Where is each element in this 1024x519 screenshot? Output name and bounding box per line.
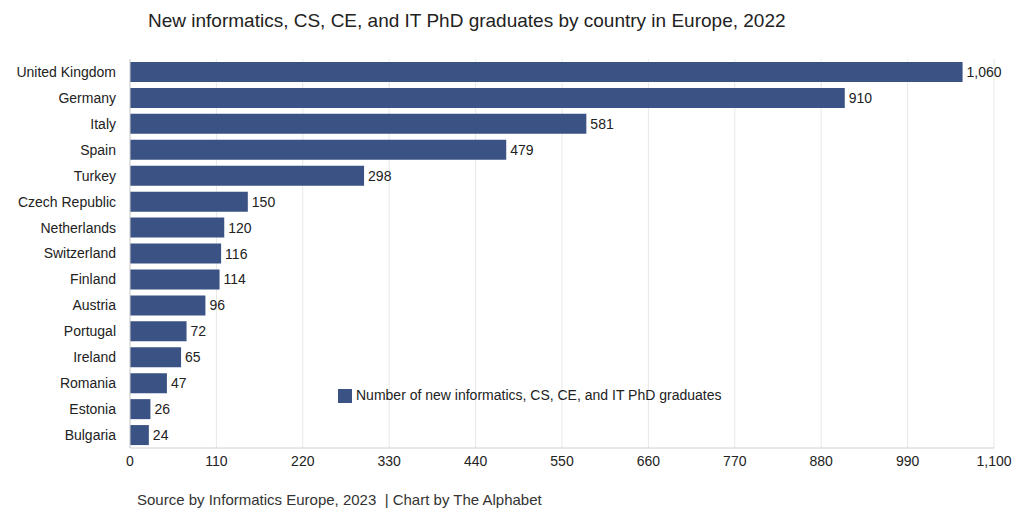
svg-text:65: 65 bbox=[185, 349, 201, 365]
svg-text:Czech Republic: Czech Republic bbox=[18, 194, 116, 210]
svg-text:479: 479 bbox=[510, 142, 534, 158]
svg-text:24: 24 bbox=[153, 427, 169, 443]
svg-text:72: 72 bbox=[191, 323, 207, 339]
svg-text:Turkey: Turkey bbox=[74, 168, 116, 184]
svg-text:Estonia: Estonia bbox=[69, 401, 116, 417]
svg-text:Ireland: Ireland bbox=[73, 349, 116, 365]
svg-text:120: 120 bbox=[228, 220, 252, 236]
svg-text:Switzerland: Switzerland bbox=[44, 245, 116, 261]
svg-text:298: 298 bbox=[368, 168, 392, 184]
svg-text:Italy: Italy bbox=[90, 116, 116, 132]
svg-text:330: 330 bbox=[378, 453, 402, 469]
svg-text:United Kingdom: United Kingdom bbox=[16, 64, 116, 80]
svg-text:880: 880 bbox=[810, 453, 834, 469]
svg-text:Austria: Austria bbox=[72, 297, 116, 313]
svg-text:440: 440 bbox=[464, 453, 488, 469]
svg-text:Finland: Finland bbox=[70, 271, 116, 287]
svg-text:96: 96 bbox=[209, 297, 225, 313]
svg-text:110: 110 bbox=[205, 453, 228, 469]
svg-text:550: 550 bbox=[550, 453, 574, 469]
svg-text:1,100: 1,100 bbox=[976, 453, 1011, 469]
svg-text:Netherlands: Netherlands bbox=[41, 220, 117, 236]
svg-text:1,060: 1,060 bbox=[967, 64, 1002, 80]
svg-text:114: 114 bbox=[224, 271, 247, 287]
svg-text:910: 910 bbox=[849, 90, 873, 106]
svg-text:47: 47 bbox=[171, 375, 187, 391]
html-text:New informatics, CS, CE, and I: New informatics, CS, CE, and IT PhD grad… bbox=[148, 10, 786, 31]
svg-text:Germany: Germany bbox=[58, 90, 116, 106]
svg-text:0: 0 bbox=[126, 453, 134, 469]
svg-text:116: 116 bbox=[225, 246, 248, 262]
svg-text:220: 220 bbox=[291, 453, 315, 469]
html-text:Number of new informatics, CS,: Number of new informatics, CS, CE, and I… bbox=[356, 387, 722, 403]
svg-text:660: 660 bbox=[637, 453, 661, 469]
svg-text:Romania: Romania bbox=[60, 375, 116, 391]
html-text:Source by Informatics Europe,: Source by Informatics Europe, 2023 | Cha… bbox=[137, 491, 542, 508]
svg-text:990: 990 bbox=[896, 453, 920, 469]
svg-text:26: 26 bbox=[154, 401, 170, 417]
svg-text:581: 581 bbox=[590, 116, 614, 132]
svg-text:150: 150 bbox=[252, 194, 276, 210]
svg-text:Bulgaria: Bulgaria bbox=[65, 427, 117, 443]
svg-text:Spain: Spain bbox=[80, 142, 116, 158]
svg-text:770: 770 bbox=[723, 453, 747, 469]
svg-text:Portugal: Portugal bbox=[64, 323, 116, 339]
